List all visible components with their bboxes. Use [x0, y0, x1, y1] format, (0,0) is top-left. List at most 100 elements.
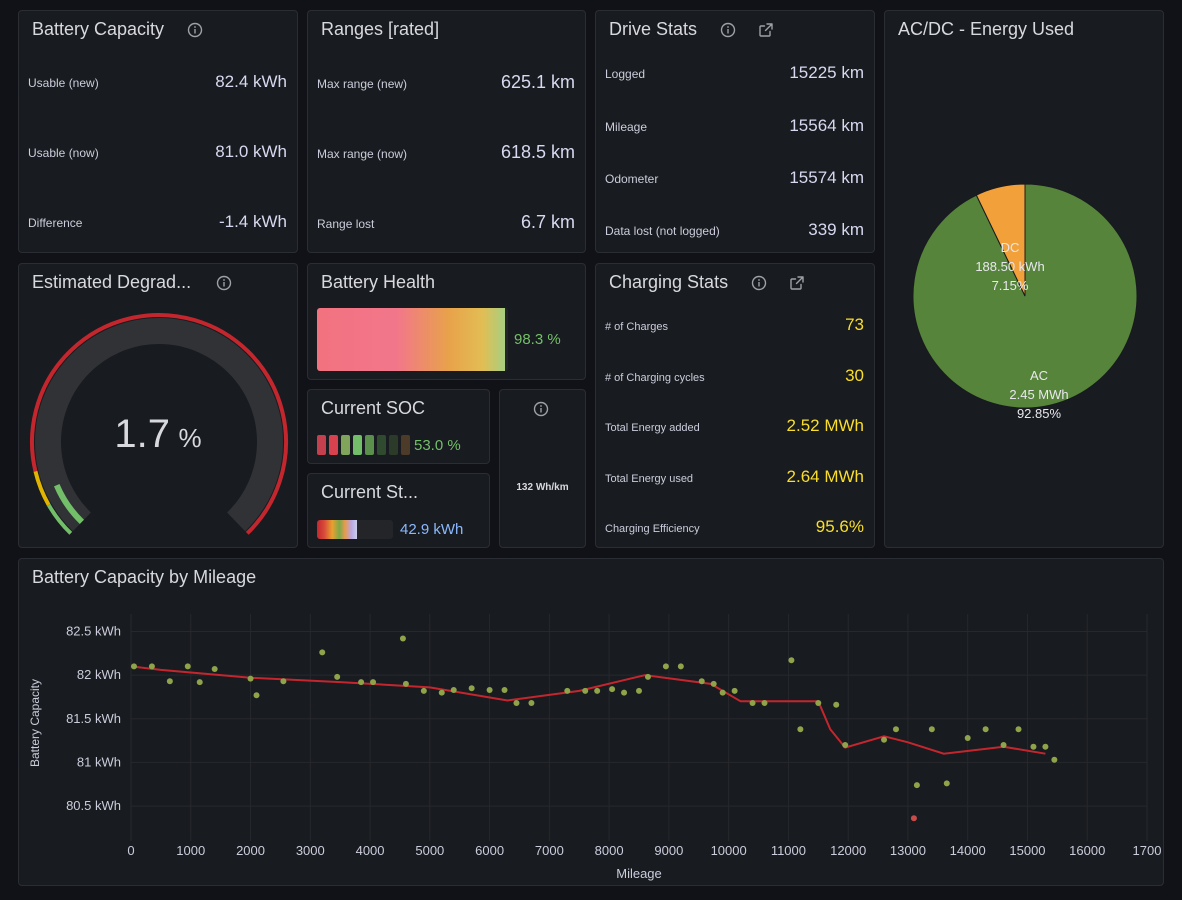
efficiency-value: 132 Wh/km: [516, 482, 569, 493]
data-point[interactable]: [513, 700, 520, 707]
data-point[interactable]: [319, 649, 326, 656]
stat-value: 625.1 km: [500, 72, 575, 92]
stat-row: Charging Efficiency 95.6%: [605, 517, 864, 537]
current-soc-panel: Current SOC 53.0 %: [307, 389, 490, 464]
data-point[interactable]: [420, 687, 427, 694]
data-point[interactable]: [528, 700, 535, 707]
data-point[interactable]: [468, 685, 475, 692]
data-point[interactable]: [719, 689, 726, 696]
data-point[interactable]: [788, 657, 795, 664]
stored-value: 42.9 kWh: [400, 521, 464, 538]
stat-row: Max range (new) 625.1 km: [317, 72, 575, 93]
stat-label: Total Energy added: [605, 422, 700, 434]
data-point[interactable]: [797, 726, 804, 733]
info-icon[interactable]: [750, 274, 768, 292]
data-point[interactable]: [334, 673, 341, 680]
data-point[interactable]: [662, 663, 669, 670]
gauge-threshold-yellow: [33, 470, 51, 506]
data-point[interactable]: [644, 673, 651, 680]
stat-label: Odometer: [605, 172, 659, 186]
stat-label: Total Energy used: [605, 473, 694, 485]
data-point[interactable]: [928, 726, 935, 733]
data-point[interactable]: [761, 700, 768, 707]
data-point[interactable]: [130, 663, 137, 670]
data-point[interactable]: [166, 678, 173, 685]
info-icon[interactable]: [532, 400, 550, 418]
data-point[interactable]: [1000, 741, 1007, 748]
data-point[interactable]: [964, 734, 971, 741]
soc-cell: [401, 435, 410, 455]
stat-row: Difference -1.4 kWh: [28, 212, 287, 232]
degradation-gauge: [30, 313, 288, 535]
mileage-chart-panel: Battery Capacity by Mileage 80.5 kWh 81 k…: [18, 558, 1164, 886]
data-point[interactable]: [1030, 743, 1037, 750]
data-point[interactable]: [148, 663, 155, 670]
stat-row: Logged 15225 km: [605, 63, 864, 83]
data-point[interactable]: [402, 680, 409, 687]
data-point[interactable]: [280, 678, 287, 685]
data-point[interactable]: [677, 663, 684, 670]
data-point[interactable]: [582, 687, 589, 694]
data-point[interactable]: [621, 689, 628, 696]
y-tick-label: 81 kWh: [77, 754, 121, 769]
stat-label: Difference: [28, 216, 83, 230]
gauge-track: [35, 318, 283, 532]
data-point[interactable]: [564, 687, 571, 694]
external-link-icon[interactable]: [788, 274, 806, 292]
data-point[interactable]: [370, 679, 377, 686]
data-point[interactable]: [749, 700, 756, 707]
data-point[interactable]: [1051, 756, 1058, 763]
data-point[interactable]: [833, 701, 840, 708]
data-point[interactable]: [698, 678, 705, 685]
x-tick-label: 6000: [475, 843, 504, 858]
y-axis-label: Battery Capacity: [28, 679, 42, 767]
data-point[interactable]: [913, 782, 920, 789]
data-point[interactable]: [358, 679, 365, 686]
soc-cell: [329, 435, 338, 455]
data-point[interactable]: [636, 687, 642, 694]
external-link-icon[interactable]: [757, 21, 775, 39]
data-point[interactable]: [815, 700, 822, 707]
info-icon[interactable]: [719, 21, 737, 39]
data-point[interactable]: [710, 680, 717, 687]
stat-value: 15564 km: [789, 116, 864, 135]
data-point[interactable]: [438, 689, 445, 696]
y-tick-label: 81.5 kWh: [66, 711, 121, 726]
data-point[interactable]: [881, 736, 888, 743]
data-point[interactable]: [943, 780, 950, 787]
data-point[interactable]: [910, 815, 917, 822]
data-point[interactable]: [211, 666, 218, 673]
data-point[interactable]: [842, 741, 849, 748]
stat-label: # of Charges: [605, 321, 668, 333]
data-point[interactable]: [731, 687, 738, 694]
data-point[interactable]: [594, 687, 601, 694]
data-point[interactable]: [501, 686, 508, 693]
stat-row: Usable (now) 81.0 kWh: [28, 142, 287, 162]
data-point[interactable]: [184, 663, 191, 670]
data-point[interactable]: [1015, 726, 1022, 733]
data-point[interactable]: [399, 635, 406, 642]
data-point[interactable]: [196, 679, 203, 686]
panel-title: Estimated Degrad...: [32, 272, 192, 292]
x-axis-ticks: 0 1000 2000 3000 4000 5000 6000 7000 8000 9000 100…: [127, 843, 1161, 858]
data-point[interactable]: [982, 726, 989, 733]
pie-slice-dc[interactable]: [975, 183, 1026, 297]
pie-label-ac-percent: 92.85%: [1017, 406, 1062, 421]
data-point[interactable]: [253, 692, 260, 699]
stat-value: 15574 km: [789, 168, 864, 187]
info-icon[interactable]: [215, 274, 233, 292]
data-point[interactable]: [1042, 743, 1049, 750]
stat-row: Range lost 6.7 km: [317, 212, 575, 233]
x-tick-label: 13000: [890, 843, 926, 858]
data-point[interactable]: [892, 726, 899, 733]
y-tick-label: 82 kWh: [77, 667, 121, 682]
info-icon[interactable]: [186, 21, 204, 39]
data-point[interactable]: [450, 686, 457, 693]
stat-row: Total Energy used 2.64 MWh: [605, 467, 864, 487]
data-point[interactable]: [486, 686, 493, 693]
soc-cells: [317, 435, 410, 455]
data-point[interactable]: [609, 686, 616, 693]
data-point[interactable]: [247, 675, 254, 682]
stat-label: Mileage: [605, 120, 648, 134]
panel-title: Current St...: [321, 482, 419, 502]
